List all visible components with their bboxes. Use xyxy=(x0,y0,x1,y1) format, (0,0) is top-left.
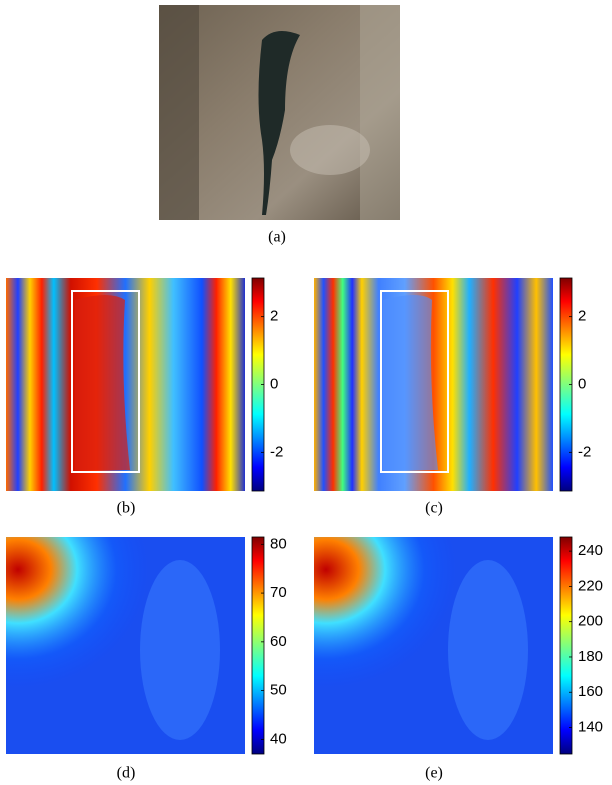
caption: (b) xyxy=(117,500,136,517)
height-image xyxy=(314,537,553,754)
tick-label: 140 xyxy=(578,719,603,736)
colorbar xyxy=(252,537,264,754)
page: {"panels": [ {"caption": "(a)"}, {"capti… xyxy=(0,0,612,785)
phase-image xyxy=(314,278,553,491)
tick-label: 50 xyxy=(270,682,287,699)
phase-image xyxy=(6,278,245,491)
tick-label: -2 xyxy=(270,443,283,460)
satellite-image xyxy=(159,5,400,220)
height-image xyxy=(6,537,245,754)
tick-label: 60 xyxy=(270,633,287,650)
tick-label: -2 xyxy=(578,443,591,460)
tick-label: 80 xyxy=(270,535,287,552)
figure: (a) (b) -2 0 2 (c) -2 0 2 (d) 40 50 60 70 80 (e) 140 160 1… xyxy=(0,0,612,785)
caption: (e) xyxy=(425,765,443,782)
tick-label: 0 xyxy=(578,375,586,392)
tick-label: 70 xyxy=(270,584,287,601)
tick-label: 2 xyxy=(270,308,278,325)
tick-label: 40 xyxy=(270,730,287,747)
tick-label: 180 xyxy=(578,648,603,665)
tick-label: 160 xyxy=(578,683,603,700)
tick-label: 2 xyxy=(578,308,586,325)
tick-label: 220 xyxy=(578,577,603,594)
tick-label: 0 xyxy=(270,375,278,392)
caption: (a) xyxy=(268,229,286,246)
tick-label: 240 xyxy=(578,542,603,559)
colorbar xyxy=(560,537,572,754)
tick-label: 200 xyxy=(578,613,603,630)
caption: (c) xyxy=(425,500,443,517)
caption: (d) xyxy=(117,765,136,782)
